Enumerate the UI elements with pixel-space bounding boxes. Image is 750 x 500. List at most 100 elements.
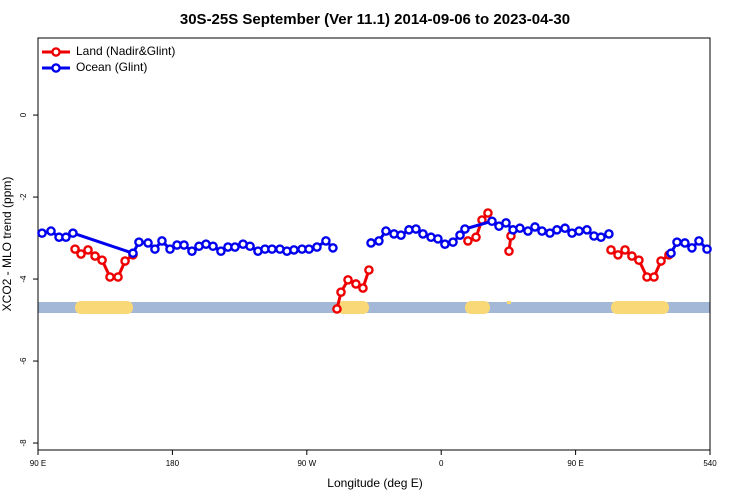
x-tick-label: 90 E (30, 459, 46, 468)
data-point (433, 234, 443, 244)
data-point (332, 304, 342, 314)
data-point (649, 272, 659, 282)
x-tick-label: 0 (439, 459, 444, 468)
data-point (613, 250, 623, 260)
data-point (448, 237, 458, 247)
data-point (128, 248, 138, 259)
y-tick-label: -2 (19, 193, 28, 201)
data-point (501, 218, 511, 228)
data-point (364, 265, 374, 275)
data-point (134, 237, 144, 247)
data-point (76, 249, 86, 259)
data-point (455, 230, 465, 240)
legend-marker (51, 47, 61, 57)
data-point (165, 244, 175, 254)
data-point (97, 255, 107, 265)
x-tick-label: 540 (703, 459, 717, 468)
data-point (381, 226, 391, 236)
data-point (304, 244, 314, 254)
data-point (351, 279, 361, 289)
y-axis-label: XCO2 - MLO trend (ppm) (0, 177, 14, 312)
y-tick-label: 0 (19, 112, 28, 117)
data-point (289, 245, 299, 255)
data-point (336, 287, 346, 297)
data-point (105, 272, 115, 282)
data-point (90, 251, 100, 261)
y-tick-label: -6 (19, 357, 28, 365)
legend-label: Ocean (Glint) (76, 60, 147, 74)
data-point (179, 240, 189, 250)
data-point (627, 251, 637, 261)
y-tick-label: -8 (19, 439, 28, 447)
data-point (483, 208, 493, 218)
data-point (120, 256, 130, 266)
data-point (37, 228, 47, 238)
data-point (113, 272, 123, 282)
data-point (537, 226, 547, 236)
x-axis-label: Longitude (deg E) (327, 476, 422, 490)
land-band (337, 301, 369, 314)
data-point (634, 255, 644, 265)
data-point (267, 244, 277, 254)
data-point (321, 236, 331, 246)
chart-title: 30S-25S September (Ver 11.1) 2014-09-06 … (180, 11, 570, 28)
y-tick-label: -4 (19, 275, 28, 283)
data-point (312, 242, 322, 252)
land-band (611, 301, 669, 314)
data-point (150, 244, 160, 254)
data-point (328, 243, 338, 253)
data-point (560, 223, 570, 234)
data-point (366, 238, 376, 248)
data-point (83, 245, 93, 255)
data-point (687, 243, 697, 253)
data-point (230, 242, 240, 252)
data-point (187, 246, 197, 256)
data-point (143, 238, 153, 248)
data-point (208, 241, 218, 252)
data-point (530, 222, 540, 232)
data-point (46, 226, 56, 236)
plot-frame (37, 37, 711, 451)
data-point (68, 228, 78, 238)
data-point (418, 229, 428, 239)
data-point (504, 246, 514, 256)
data-point (515, 223, 525, 234)
data-point (216, 246, 226, 256)
data-point (694, 236, 704, 246)
data-point (471, 232, 481, 243)
legend: Land (Nadir&Glint) Ocean (Glint) (42, 44, 175, 74)
data-point (523, 226, 533, 236)
data-point (411, 224, 421, 234)
data-point (574, 226, 584, 236)
ocean-band (38, 302, 710, 313)
x-tick-label: 180 (166, 459, 180, 468)
data-point (666, 248, 676, 259)
land-band (507, 301, 511, 304)
data-point (656, 256, 666, 266)
data-point (358, 283, 368, 293)
data-point (582, 225, 592, 235)
data-point (672, 237, 682, 247)
land-band (75, 301, 133, 314)
legend-label: Land (Nadir&Glint) (76, 44, 175, 58)
data-point (620, 245, 630, 255)
data-point (463, 236, 473, 246)
surface-band (38, 301, 710, 314)
data-point (61, 232, 71, 243)
data-point (702, 244, 712, 254)
data-point (680, 238, 690, 248)
data-point (374, 236, 384, 246)
data-point (245, 241, 255, 252)
x-tick-label: 90 W (297, 459, 316, 468)
data-point (604, 229, 614, 239)
legend-marker (51, 63, 61, 73)
data-point (460, 224, 470, 234)
data-point (70, 244, 80, 254)
land-band (465, 301, 490, 314)
data-point (487, 216, 497, 227)
data-point (440, 239, 450, 250)
data-point (596, 232, 606, 243)
data-point (396, 230, 406, 240)
data-point (157, 236, 167, 246)
